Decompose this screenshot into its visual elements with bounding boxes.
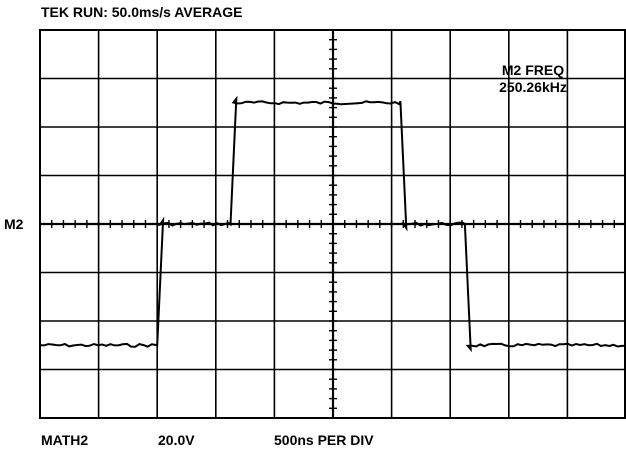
measurement-title: M2 FREQ: [501, 62, 565, 78]
waveform-trace: [39, 95, 626, 353]
scope-status-text: TEK RUN: 50.0ms/s AVERAGE: [41, 4, 243, 20]
channel-label: MATH2: [41, 432, 89, 448]
volts-per-div: 20.0V: [158, 432, 195, 448]
timebase-label: 500ns PER DIV: [274, 432, 374, 448]
measurement-value: 250.26kHz: [499, 79, 567, 95]
trace-marker-label: M2: [4, 216, 24, 232]
measurement-readout: M2 FREQ 250.26kHz: [468, 62, 598, 96]
graticule-ticks: [39, 29, 626, 419]
